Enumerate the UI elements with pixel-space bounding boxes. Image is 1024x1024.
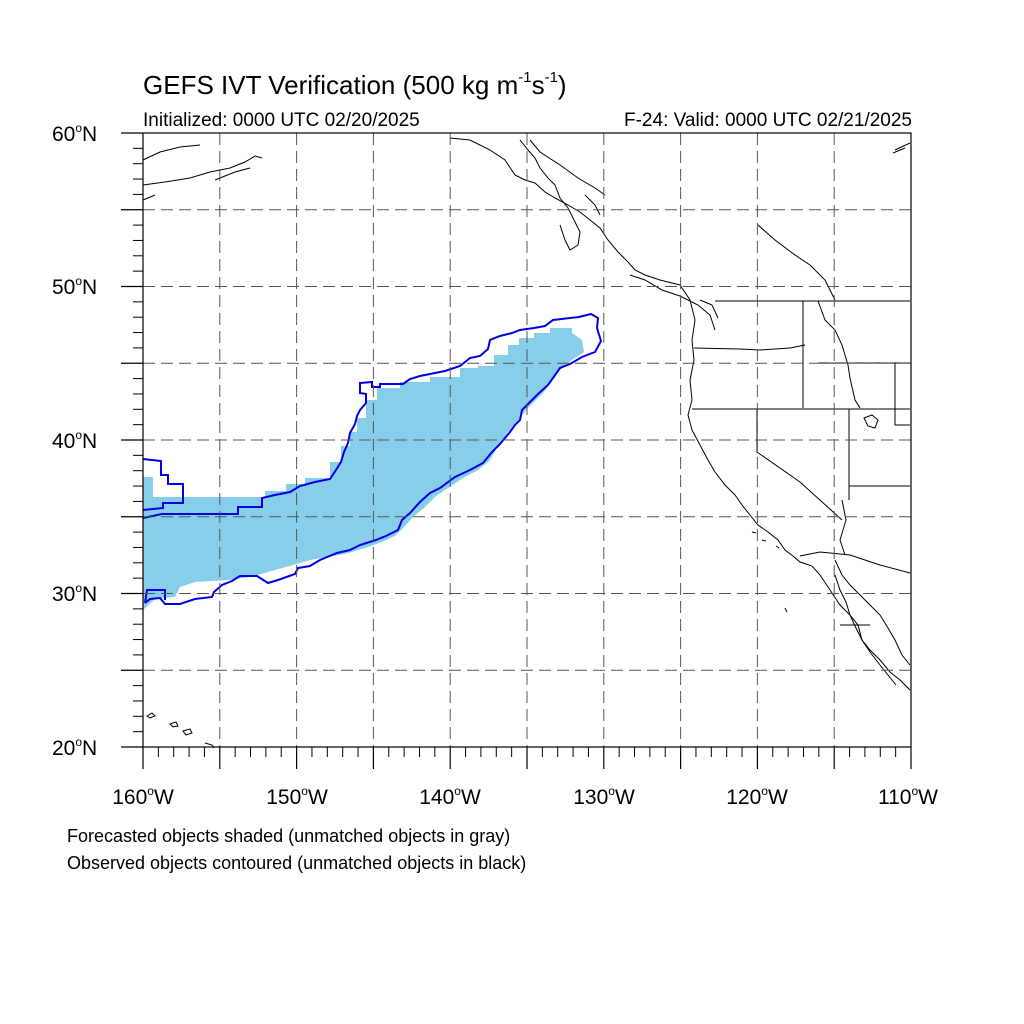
political-boundaries: [529, 139, 911, 626]
vancouver-island: [629, 274, 719, 331]
bc-alberta-border: [757, 224, 836, 301]
canada-north-coast: [892, 142, 911, 154]
map-frame: [142, 132, 912, 748]
channel-islands: [751, 531, 788, 613]
lat-label-40n: 40oN: [52, 428, 98, 453]
lon-label-120w: 120oW: [726, 784, 788, 809]
hawaii-islands: [146, 712, 215, 749]
initialized-time: Initialized: 0000 UTC 02/20/2025: [143, 110, 420, 131]
observed-object-contour: [142, 312, 603, 605]
wa-or-border: [693, 344, 806, 351]
coastlines: [142, 137, 911, 749]
alaska-canada-border: [529, 139, 606, 196]
figure-title: GEFS IVT Verification (500 kg m-1s-1): [143, 69, 567, 100]
great-salt-lake: [863, 414, 879, 429]
lat-label-60n: 60oN: [52, 121, 98, 146]
lon-label-160w: 160oW: [112, 784, 174, 809]
axis-ticks: [121, 132, 912, 769]
footnote-forecast: Forecasted objects shaded (unmatched obj…: [67, 826, 511, 846]
ca-nv-border: [756, 409, 843, 521]
lat-label-20n: 20oN: [52, 735, 98, 760]
lat-lon-grid: [143, 133, 911, 747]
az-ca-border: [839, 499, 847, 556]
lon-label-110w: 110oW: [878, 784, 938, 809]
lat-label-30n: 30oN: [52, 581, 98, 606]
forecast-object-shading: [143, 328, 584, 610]
lat-label-50n: 50oN: [52, 274, 98, 299]
lon-label-140w: 140oW: [419, 784, 481, 809]
footnote-observed: Observed objects contoured (unmatched ob…: [67, 853, 527, 873]
id-mt-border: [817, 300, 861, 409]
alaska-coast: [142, 144, 263, 201]
wy-border: [818, 362, 910, 426]
valid-time: F-24: Valid: 0000 UTC 02/21/2025: [624, 110, 912, 131]
lon-label-130w: 130oW: [573, 784, 635, 809]
lon-label-150w: 150oW: [266, 784, 328, 809]
us-mexico-border: [799, 551, 911, 574]
se-alaska-islands: [519, 139, 601, 251]
baja-coast: [834, 559, 911, 666]
